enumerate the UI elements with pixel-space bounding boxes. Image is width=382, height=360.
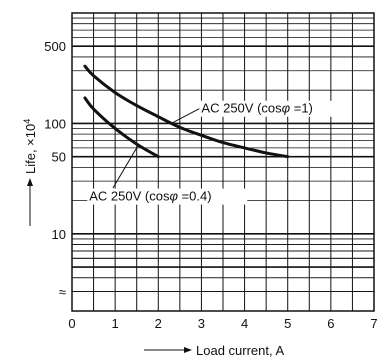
y-axis-arrowhead bbox=[27, 178, 33, 186]
x-tick-label: 6 bbox=[327, 316, 334, 331]
x-tick-label: 0 bbox=[68, 316, 75, 331]
x-tick-label: 3 bbox=[198, 316, 205, 331]
y-tick-label: 50 bbox=[52, 150, 66, 165]
annotation-phi-symbol: φ bbox=[169, 189, 178, 204]
y-axis-ticks: 10 50 100 500 bbox=[44, 39, 66, 242]
annotation-background bbox=[87, 188, 248, 205]
curve-annotations: AC 250V (cosφ =1)AC 250V (cosφ =0.4) bbox=[87, 100, 350, 205]
series-curve-1 bbox=[83, 96, 160, 159]
annotation-leader-line bbox=[112, 143, 140, 189]
grid-lines bbox=[71, 13, 375, 311]
y-axis-label: Life, ×104 bbox=[22, 119, 38, 174]
x-tick-label: 2 bbox=[155, 316, 162, 331]
x-tick-label: 4 bbox=[241, 316, 248, 331]
annotation-phi-symbol: φ bbox=[282, 101, 291, 116]
annotation-label: AC 250V (cosφ =1) bbox=[201, 101, 312, 116]
annotation-text-end: =1) bbox=[290, 101, 313, 116]
y-axis-label-exponent: 4 bbox=[22, 119, 32, 124]
annotation-leader-line bbox=[170, 108, 200, 124]
series-lines bbox=[83, 64, 290, 159]
y-tick-label: 10 bbox=[52, 227, 66, 242]
x-tick-label: 1 bbox=[112, 316, 119, 331]
y-tick-label: 500 bbox=[44, 39, 66, 54]
y-axis-title: Life, ×104 bbox=[22, 119, 38, 226]
y-tick-label: 100 bbox=[44, 116, 66, 131]
x-tick-label: 7 bbox=[370, 316, 377, 331]
x-axis-title: Load current, A bbox=[144, 343, 284, 358]
y-axis-label-text: Life, ×10 bbox=[23, 124, 38, 174]
series-curve-0 bbox=[83, 64, 290, 159]
annotation-text-end: =0.4) bbox=[178, 189, 212, 204]
annotation-background bbox=[199, 100, 350, 117]
x-axis-label: Load current, A bbox=[196, 343, 284, 358]
annotation-text-start: AC 250V (cos bbox=[201, 101, 282, 116]
x-axis-arrowhead bbox=[184, 347, 192, 353]
annotation-label: AC 250V (cosφ =0.4) bbox=[89, 189, 211, 204]
annotation-text-start: AC 250V (cos bbox=[89, 189, 170, 204]
axis-break-symbol: ≈ bbox=[59, 285, 66, 300]
x-tick-label: 5 bbox=[284, 316, 291, 331]
plot-frame bbox=[71, 12, 375, 312]
x-axis-ticks: 0 1 2 3 4 5 6 7 bbox=[68, 316, 377, 331]
